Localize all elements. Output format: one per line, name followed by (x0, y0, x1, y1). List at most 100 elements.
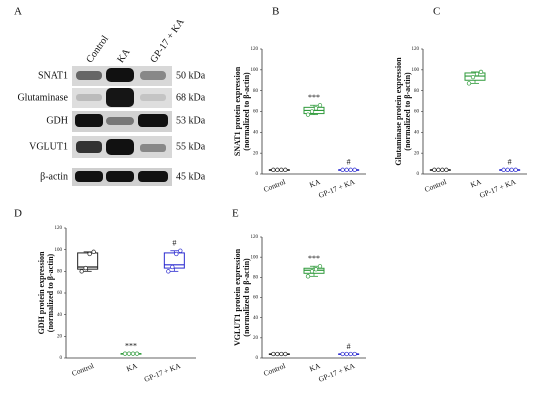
y-tick-label: 80 (57, 269, 63, 274)
annotation: # (172, 239, 176, 248)
data-point (513, 167, 518, 172)
y-tick-label: 120 (251, 235, 259, 240)
box (77, 252, 99, 270)
x-tick-label: GP-17 + KA (317, 361, 357, 384)
x-tick-label: Control (423, 177, 448, 194)
y-tick-label: 0 (256, 172, 259, 177)
blot-bands (72, 66, 172, 186)
data-point (509, 167, 514, 172)
y-tick-label: 80 (253, 89, 259, 94)
size-label: 55 kDa (176, 141, 206, 152)
data-point (317, 103, 323, 108)
data-point (126, 351, 132, 356)
y-tick-label: 120 (55, 226, 63, 231)
data-point (170, 264, 175, 270)
data-point (340, 351, 345, 357)
protein-label: β-actin (40, 171, 68, 182)
panel-letter: D (14, 208, 22, 220)
data-point (283, 351, 288, 357)
data-point (87, 251, 92, 257)
y-tick-label: 100 (251, 68, 259, 73)
y-tick-label: 100 (412, 68, 420, 73)
y-tick-label: 20 (57, 334, 63, 339)
protein-label: GDH (46, 115, 68, 126)
y-axis-label: VGLUT1 protein expression (233, 248, 242, 346)
y-tick-label: 20 (253, 151, 259, 156)
protein-label: SNAT1 (38, 70, 68, 81)
y-tick-label: 40 (414, 130, 420, 135)
data-point (130, 351, 136, 356)
protein-label: Glutaminase (17, 92, 68, 103)
data-point (344, 167, 349, 172)
data-point (279, 351, 284, 357)
data-point (440, 167, 445, 172)
y-axis-label: GDH protein expression (37, 251, 46, 334)
size-label: 45 kDa (176, 171, 206, 182)
data-point (317, 264, 323, 269)
annotation: *** (125, 341, 137, 350)
data-point (313, 267, 319, 272)
y-tick-label: 0 (60, 356, 63, 361)
data-point (478, 69, 484, 75)
data-point (348, 351, 353, 357)
y-tick-label: 40 (253, 316, 259, 321)
annotation: *** (308, 93, 320, 102)
x-tick-label: GP-17 + KA (478, 177, 518, 200)
data-point (309, 269, 315, 274)
data-point (501, 167, 506, 172)
y-tick-label: 80 (414, 89, 420, 94)
annotation: *** (308, 254, 320, 263)
data-point (271, 167, 276, 172)
size-label: 50 kDa (176, 70, 206, 81)
x-tick-label: KA (308, 361, 322, 374)
y-tick-label: 120 (251, 47, 259, 52)
data-point (348, 167, 353, 172)
y-tick-label: 40 (57, 313, 63, 318)
annotation: # (347, 342, 351, 351)
data-point (166, 269, 171, 274)
lane-label: KA (115, 46, 133, 65)
y-tick-label: 60 (253, 110, 259, 115)
data-point (79, 269, 84, 274)
y-tick-label: 20 (253, 336, 259, 341)
y-axis-label: (normalized to β-actin) (46, 253, 55, 332)
data-point (432, 167, 437, 172)
data-point (344, 351, 349, 357)
y-tick-label: 0 (256, 356, 259, 361)
lane-label: Control (84, 34, 111, 66)
data-point (275, 351, 280, 357)
y-tick-label: 80 (253, 275, 259, 280)
data-point (305, 274, 311, 279)
data-point (444, 167, 449, 172)
y-tick-label: 60 (57, 291, 63, 296)
data-point (305, 112, 311, 117)
y-tick-label: 40 (253, 130, 259, 135)
x-tick-label: Control (262, 177, 287, 194)
panel-letter: B (272, 6, 279, 18)
lane-label: GP-17 + KA (148, 16, 187, 65)
y-axis-label: SNAT1 protein expression (233, 66, 242, 156)
data-point (505, 167, 510, 172)
data-point (340, 167, 345, 172)
data-point (470, 74, 476, 80)
data-point (83, 265, 88, 271)
y-tick-label: 0 (417, 172, 420, 177)
y-tick-label: 20 (414, 151, 420, 156)
size-label: 53 kDa (176, 115, 206, 126)
panel-letter: E (232, 208, 239, 220)
y-axis-label: (normalized to β-actin) (403, 72, 412, 151)
data-point (474, 71, 480, 77)
data-point (352, 351, 357, 357)
x-tick-label: KA (308, 177, 322, 190)
data-point (174, 251, 179, 257)
data-point (313, 106, 319, 111)
x-tick-label: KA (469, 177, 483, 190)
annotation: # (347, 158, 351, 167)
data-point (309, 109, 315, 114)
data-point (134, 351, 140, 356)
y-axis-label: (normalized to β-actin) (242, 72, 251, 151)
x-tick-label: GP-17 + KA (317, 177, 357, 200)
protein-label: VGLUT1 (29, 141, 68, 152)
x-tick-label: KA (125, 361, 139, 374)
